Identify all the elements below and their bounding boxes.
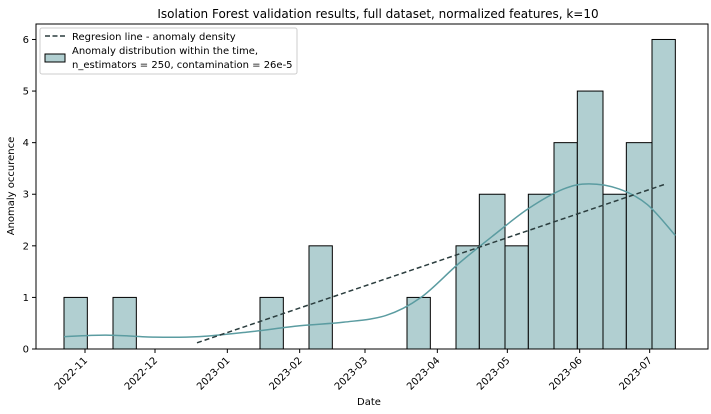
histogram-bar	[259, 296, 284, 350]
chart-title: Isolation Forest validation results, ful…	[157, 7, 598, 21]
plot-area-frame	[35, 23, 709, 350]
histogram-bar	[455, 245, 480, 350]
histogram-bar	[602, 193, 627, 350]
histogram-bar	[63, 296, 88, 350]
histogram-bar	[651, 38, 676, 350]
histogram-bar	[576, 90, 604, 350]
histogram-bar	[553, 142, 578, 350]
x-tick-label: 2023-07	[617, 355, 654, 392]
x-tick-label: 2023-01	[195, 355, 232, 392]
x-tick-label: 2023-06	[547, 355, 584, 392]
y-tick-label: 6	[23, 35, 29, 46]
legend-bar-swatch	[44, 53, 66, 63]
histogram-bar	[406, 296, 431, 350]
x-axis-label: Date	[357, 397, 381, 408]
y-tick-label: 5	[23, 87, 29, 98]
histogram-bar	[625, 142, 653, 350]
y-axis-ticks: 0 1 2 3 4 5 6	[23, 35, 36, 356]
legend-regression-label: Regresion line - anomaly density	[72, 32, 236, 43]
y-axis-label: Anomaly occurence	[6, 137, 17, 236]
x-tick-label: 2022-11	[53, 355, 90, 392]
histogram-bar	[504, 245, 529, 350]
x-tick-label: 2022-12	[123, 355, 160, 392]
x-tick-label: 2023-04	[405, 355, 442, 392]
regression-line	[196, 183, 667, 344]
x-axis-ticks: 2022-11 2022-12 2023-01 2023-02 2023-03 2023-…	[53, 349, 655, 393]
x-tick-label: 2023-03	[333, 355, 370, 392]
y-tick-label: 4	[23, 138, 29, 149]
histogram-bar	[112, 296, 137, 350]
kde-group	[63, 183, 676, 339]
legend-box	[39, 27, 298, 75]
x-tick-label: 2023-05	[475, 355, 512, 392]
kde-curve	[63, 183, 676, 339]
y-tick-label: 2	[23, 241, 29, 252]
y-tick-label: 0	[23, 345, 29, 356]
y-tick-label: 3	[23, 190, 29, 201]
regression-group	[196, 183, 667, 344]
histogram-bar	[527, 193, 555, 350]
y-tick-label: 1	[23, 293, 29, 304]
histogram-bar	[478, 193, 506, 350]
legend-bar-label-line2: n_estimators = 250, contamination = 26e-…	[72, 60, 293, 71]
x-tick-label: 2023-02	[267, 355, 304, 392]
legend-bar-label-line1: Anomaly distribution within the time,	[72, 46, 258, 57]
legend: Regresion line - anomaly density Anomaly…	[39, 27, 298, 75]
bars-group	[63, 38, 676, 350]
